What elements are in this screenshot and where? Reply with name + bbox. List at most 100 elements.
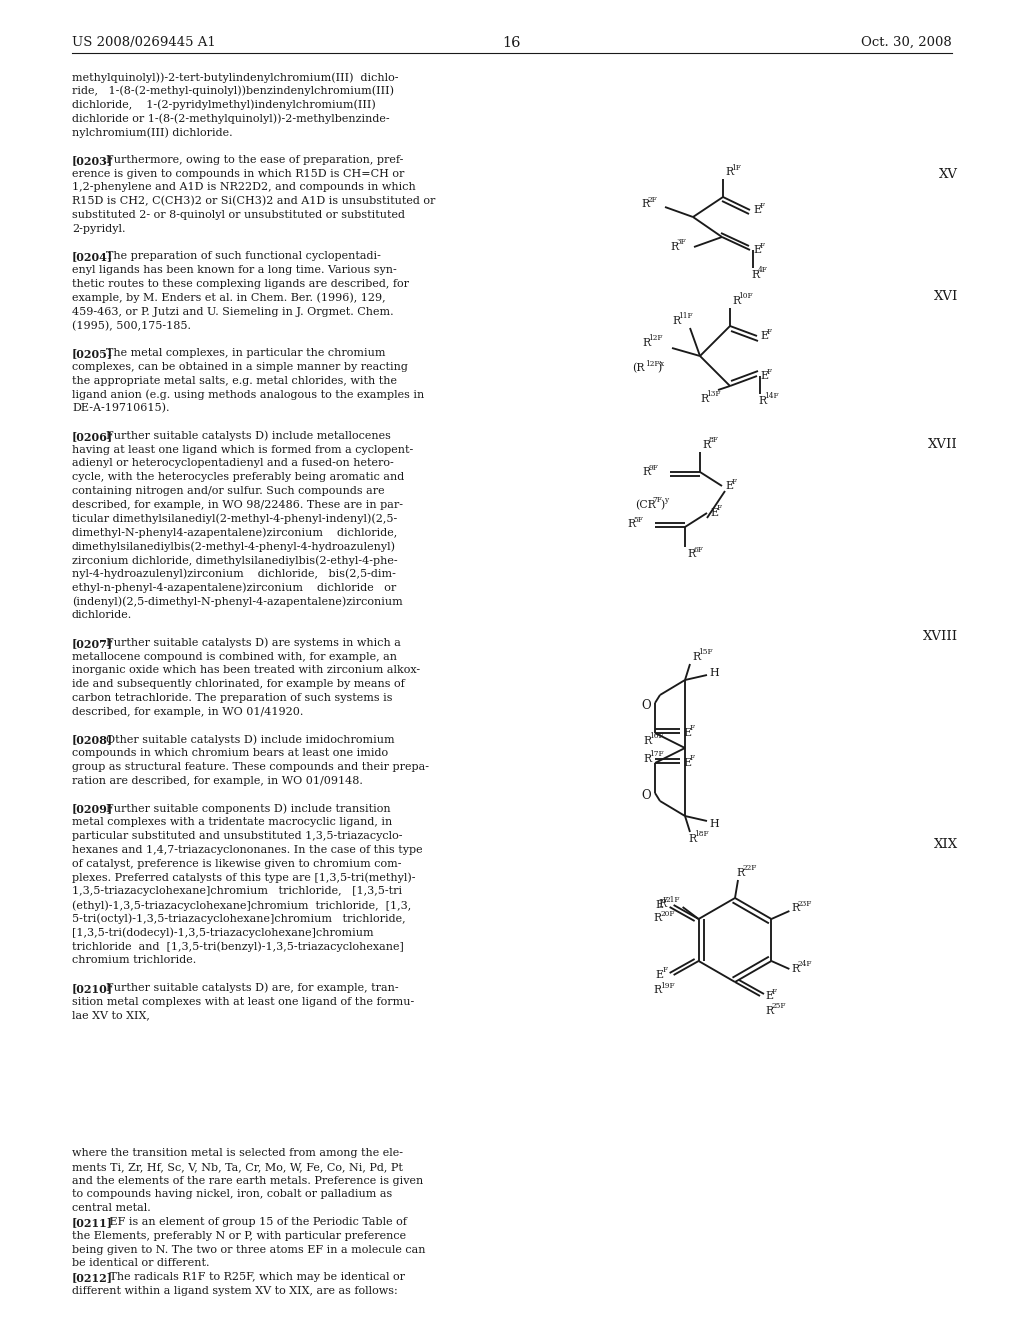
- Text: 9F: 9F: [648, 463, 658, 471]
- Text: to compounds having nickel, iron, cobalt or palladium as: to compounds having nickel, iron, cobalt…: [72, 1189, 392, 1200]
- Text: lae XV to XIX,: lae XV to XIX,: [72, 1010, 150, 1020]
- Text: [0212]: [0212]: [72, 1272, 113, 1283]
- Text: [0205]: [0205]: [72, 348, 113, 359]
- Text: R: R: [687, 549, 695, 558]
- Text: The metal complexes, in particular the chromium: The metal complexes, in particular the c…: [98, 348, 385, 358]
- Text: methylquinolyl))-2-tert-butylindenylchromium(III)  dichlo-: methylquinolyl))-2-tert-butylindenylchro…: [72, 73, 398, 83]
- Text: The radicals R1F to R25F, which may be identical or: The radicals R1F to R25F, which may be i…: [98, 1272, 404, 1282]
- Text: E: E: [760, 371, 768, 381]
- Text: ticular dimethylsilanediyl(2-methyl-4-phenyl-indenyl)(2,5-: ticular dimethylsilanediyl(2-methyl-4-ph…: [72, 513, 397, 524]
- Text: R: R: [642, 338, 650, 348]
- Text: XV: XV: [939, 168, 958, 181]
- Text: F: F: [767, 367, 772, 375]
- Text: (R: (R: [632, 363, 644, 374]
- Text: of catalyst, preference is likewise given to chromium com-: of catalyst, preference is likewise give…: [72, 858, 401, 869]
- Text: [0211]: [0211]: [72, 1217, 113, 1228]
- Text: containing nitrogen and/or sulfur. Such compounds are: containing nitrogen and/or sulfur. Such …: [72, 486, 385, 496]
- Text: 16: 16: [503, 36, 521, 50]
- Text: R: R: [670, 242, 678, 252]
- Text: ration are described, for example, in WO 01/09148.: ration are described, for example, in WO…: [72, 776, 362, 785]
- Text: 1,3,5-triazacyclohexane]chromium   trichloride,   [1,3,5-tri: 1,3,5-triazacyclohexane]chromium trichlo…: [72, 886, 402, 896]
- Text: Oct. 30, 2008: Oct. 30, 2008: [861, 36, 952, 49]
- Text: R: R: [700, 393, 709, 404]
- Text: 20F: 20F: [660, 909, 675, 917]
- Text: metal complexes with a tridentate macrocyclic ligand, in: metal complexes with a tridentate macroc…: [72, 817, 392, 828]
- Text: R: R: [658, 899, 667, 909]
- Text: 6F: 6F: [693, 545, 703, 553]
- Text: R: R: [653, 913, 662, 923]
- Text: O: O: [641, 700, 650, 711]
- Text: R: R: [642, 467, 650, 477]
- Text: 21F: 21F: [666, 895, 680, 903]
- Text: complexes, can be obtained in a simple manner by reacting: complexes, can be obtained in a simple m…: [72, 362, 408, 372]
- Text: E: E: [765, 991, 773, 1001]
- Text: E: E: [655, 970, 664, 979]
- Text: dimethylsilanediylbis(2-methyl-4-phenyl-4-hydroazulenyl): dimethylsilanediylbis(2-methyl-4-phenyl-…: [72, 541, 396, 552]
- Text: having at least one ligand which is formed from a cyclopent-: having at least one ligand which is form…: [72, 445, 414, 454]
- Text: Further suitable catalysts D) are systems in which a: Further suitable catalysts D) are system…: [98, 638, 400, 648]
- Text: 18F: 18F: [694, 830, 710, 838]
- Text: being given to N. The two or three atoms EF in a molecule can: being given to N. The two or three atoms…: [72, 1245, 426, 1254]
- Text: the appropriate metal salts, e.g. metal chlorides, with the: the appropriate metal salts, e.g. metal …: [72, 376, 397, 385]
- Text: E: E: [710, 508, 718, 517]
- Text: XIX: XIX: [934, 838, 958, 851]
- Text: (indenyl)(2,5-dimethyl-N-phenyl-4-azapentalene)zirconium: (indenyl)(2,5-dimethyl-N-phenyl-4-azapen…: [72, 597, 402, 607]
- Text: 2-pyridyl.: 2-pyridyl.: [72, 224, 126, 234]
- Text: 4F: 4F: [758, 267, 767, 275]
- Text: 17F: 17F: [649, 751, 665, 759]
- Text: enyl ligands has been known for a long time. Various syn-: enyl ligands has been known for a long t…: [72, 265, 396, 275]
- Text: E: E: [725, 480, 733, 491]
- Text: R: R: [736, 869, 744, 878]
- Text: Further suitable catalysts D) are, for example, tran-: Further suitable catalysts D) are, for e…: [98, 983, 398, 994]
- Text: zirconium dichloride, dimethylsilanediylbis(2-ethyl-4-phe-: zirconium dichloride, dimethylsilanediyl…: [72, 554, 397, 565]
- Text: F: F: [689, 725, 694, 733]
- Text: 13F: 13F: [707, 391, 721, 399]
- Text: E: E: [753, 205, 761, 215]
- Text: 1,2-phenylene and A1D is NR22D2, and compounds in which: 1,2-phenylene and A1D is NR22D2, and com…: [72, 182, 416, 193]
- Text: R: R: [758, 396, 766, 407]
- Text: 19F: 19F: [660, 982, 675, 990]
- Text: dimethyl-N-phenyl4-azapentalene)zirconium    dichloride,: dimethyl-N-phenyl4-azapentalene)zirconiu…: [72, 528, 397, 539]
- Text: central metal.: central metal.: [72, 1204, 151, 1213]
- Text: [0207]: [0207]: [72, 638, 113, 649]
- Text: 23F: 23F: [798, 899, 812, 908]
- Text: [0208]: [0208]: [72, 734, 113, 746]
- Text: O: O: [641, 789, 650, 803]
- Text: [0209]: [0209]: [72, 804, 113, 814]
- Text: 12F': 12F': [645, 359, 662, 367]
- Text: F: F: [717, 504, 722, 512]
- Text: F: F: [771, 987, 776, 995]
- Text: described, for example, in WO 01/41920.: described, for example, in WO 01/41920.: [72, 706, 303, 717]
- Text: plexes. Preferred catalysts of this type are [1,3,5-tri(methyl)-: plexes. Preferred catalysts of this type…: [72, 873, 416, 883]
- Text: R: R: [792, 903, 800, 913]
- Text: XVI: XVI: [934, 290, 958, 304]
- Text: F: F: [767, 327, 772, 335]
- Text: 15F: 15F: [698, 648, 713, 656]
- Text: 5-tri(octyl)-1,3,5-triazacyclohexane]chromium   trichloride,: 5-tri(octyl)-1,3,5-triazacyclohexane]chr…: [72, 913, 406, 924]
- Text: erence is given to compounds in which R15D is CH=CH or: erence is given to compounds in which R1…: [72, 169, 404, 178]
- Text: H: H: [709, 818, 719, 829]
- Text: 5F: 5F: [634, 516, 643, 524]
- Text: 10F: 10F: [738, 293, 753, 301]
- Text: 12F: 12F: [648, 334, 663, 342]
- Text: [0210]: [0210]: [72, 983, 113, 994]
- Text: ): ): [657, 363, 662, 374]
- Text: x: x: [660, 359, 665, 367]
- Text: (ethyl)-1,3,5-triazacyclohexane]chromium  trichloride,  [1,3,: (ethyl)-1,3,5-triazacyclohexane]chromium…: [72, 900, 412, 911]
- Text: ): ): [660, 500, 665, 511]
- Text: (CR: (CR: [635, 500, 655, 511]
- Text: H: H: [709, 668, 719, 678]
- Text: chromium trichloride.: chromium trichloride.: [72, 956, 197, 965]
- Text: 3F: 3F: [677, 239, 686, 247]
- Text: ligand anion (e.g. using methods analogous to the examples in: ligand anion (e.g. using methods analogo…: [72, 389, 424, 400]
- Text: 14F: 14F: [765, 392, 779, 400]
- Text: F: F: [663, 966, 668, 974]
- Text: 16F: 16F: [649, 733, 665, 741]
- Text: R: R: [751, 271, 759, 280]
- Text: R: R: [672, 315, 680, 326]
- Text: R: R: [653, 985, 662, 995]
- Text: DE-A-19710615).: DE-A-19710615).: [72, 403, 170, 413]
- Text: R: R: [641, 199, 649, 209]
- Text: Other suitable catalysts D) include imidochromium: Other suitable catalysts D) include imid…: [98, 734, 394, 744]
- Text: dichloride,    1-(2-pyridylmethyl)indenylchromium(III): dichloride, 1-(2-pyridylmethyl)indenylch…: [72, 99, 376, 110]
